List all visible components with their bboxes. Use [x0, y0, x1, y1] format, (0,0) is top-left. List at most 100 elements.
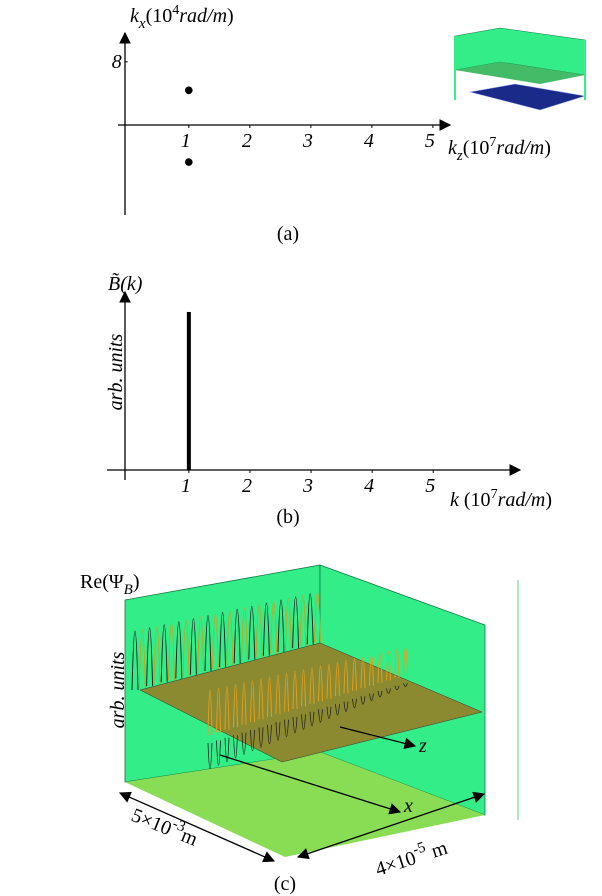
x-tick-label: 3	[302, 130, 313, 152]
oscillation	[301, 669, 306, 707]
surface-plot	[124, 564, 519, 857]
oscillation	[343, 659, 349, 694]
label-part: )	[545, 489, 552, 511]
oscillation	[292, 596, 300, 649]
y-tick-label: 8	[112, 51, 122, 73]
label-part: k	[450, 489, 460, 511]
oscillation	[309, 667, 315, 704]
surface	[139, 642, 483, 763]
dimension-arrow	[296, 791, 486, 860]
x-tick-label: 5	[425, 130, 435, 152]
oscillation	[386, 651, 391, 681]
oscillation	[131, 630, 139, 691]
label-part: B	[124, 582, 133, 598]
z-label: z	[418, 735, 427, 757]
oscillation	[377, 652, 383, 684]
oscillation	[250, 729, 255, 752]
label-part: rad/m	[498, 489, 546, 511]
panel-title: Re(ΨB)	[80, 571, 139, 598]
oscillation	[394, 685, 400, 691]
oscillation	[241, 607, 248, 662]
label-part: rad/m	[179, 5, 227, 27]
label-part: k	[130, 5, 140, 27]
oscillation	[216, 740, 221, 766]
label-part: -3	[170, 816, 188, 836]
oscillation	[284, 719, 289, 738]
oscillation	[270, 601, 278, 654]
label-part: (10	[463, 137, 490, 159]
oscillation	[335, 661, 340, 697]
oscillation	[377, 690, 383, 698]
label-part: x	[138, 16, 146, 32]
x-tick-label: 4	[364, 475, 374, 497]
label-part: k	[448, 137, 458, 159]
label-part: 4×10	[373, 847, 419, 881]
oscillation	[386, 688, 391, 694]
oscillation	[211, 613, 219, 670]
oscillation	[168, 623, 175, 681]
label-part: 5×10	[128, 804, 175, 840]
oscillation	[160, 624, 168, 683]
label-part: m	[424, 837, 451, 864]
oscillation	[292, 671, 298, 710]
oscillation	[284, 673, 289, 712]
oscillation	[182, 619, 190, 677]
label-part: (10	[146, 5, 173, 27]
oscillation	[241, 682, 247, 725]
oscillation	[255, 604, 263, 658]
x-tick-label: 1	[181, 130, 191, 152]
oscillation	[403, 647, 408, 676]
oscillation	[299, 594, 307, 647]
label-part: Re(Ψ	[80, 571, 124, 593]
x-tick-label: 2	[242, 475, 252, 497]
label-part: rad/m	[496, 137, 544, 159]
y-axis-label: arb. units	[105, 333, 127, 410]
oscillation	[250, 680, 255, 723]
oscillation	[248, 606, 256, 660]
oscillation	[292, 716, 298, 734]
oscillation	[219, 612, 227, 668]
oscillation	[207, 689, 213, 736]
oscillation	[224, 737, 230, 762]
label-part: )	[133, 571, 140, 593]
oscillation	[352, 658, 357, 691]
oscillation	[277, 599, 285, 653]
oscillation	[403, 683, 408, 687]
label-part: )	[227, 5, 234, 27]
dimension-label: 4×10-5 m	[372, 833, 451, 881]
oscillation	[394, 649, 400, 678]
oscillation	[226, 610, 234, 666]
oscillation	[326, 706, 332, 720]
dimension-arrow	[118, 791, 276, 863]
oscillation	[241, 732, 247, 756]
x-label: x	[403, 795, 413, 817]
oscillation	[258, 678, 264, 720]
z-arrow	[339, 726, 417, 750]
label-part: 7	[491, 487, 498, 502]
oscillation	[224, 686, 230, 730]
oscillation	[204, 615, 212, 672]
oscillation	[318, 665, 323, 702]
label-part: -5	[411, 839, 428, 858]
x-axis-label: kz(107rad/m)	[448, 135, 551, 164]
stem	[186, 311, 191, 471]
label-part: (10	[459, 489, 491, 511]
label-part: 7	[489, 135, 496, 150]
oscillation	[207, 742, 213, 770]
oscillation	[343, 701, 349, 712]
oscillation	[267, 676, 272, 717]
oscillation	[326, 663, 332, 699]
oscillation	[335, 703, 340, 716]
caption: (b)	[276, 506, 299, 528]
chart-title: B̃(k)	[108, 272, 143, 295]
x-axis-label: k (107rad/m)	[450, 487, 552, 511]
oscillation	[233, 609, 241, 664]
oscillation	[146, 627, 154, 687]
oscillation	[314, 591, 321, 643]
inset-icon	[454, 27, 586, 111]
oscillation	[318, 709, 323, 723]
oscillation	[258, 727, 264, 748]
oscillation	[197, 616, 205, 673]
oscillation	[306, 593, 314, 645]
